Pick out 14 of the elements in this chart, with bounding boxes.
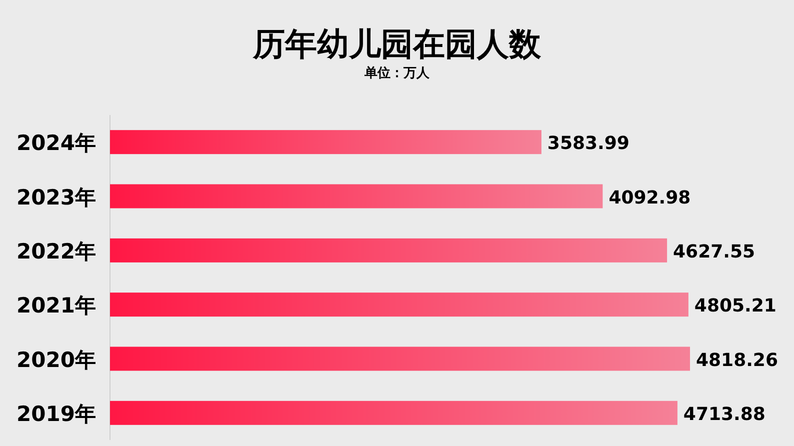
data-label: 4713.88 [683,404,766,425]
y-tick-label: 2023年 [16,185,96,210]
y-tick-label: 2019年 [16,402,96,426]
y-tick-label: 2020年 [16,348,96,372]
y-tick-label: 2022年 [16,239,96,264]
y-tick-label: 2024年 [16,131,96,156]
data-label: 4092.98 [608,187,691,208]
data-label: 4805.21 [694,296,776,317]
data-label: 4818.26 [696,350,778,371]
chart-title: 历年幼儿园在园人数 [252,25,542,63]
chart-subtitle: 单位：万人 [364,65,430,81]
y-tick-label: 2021年 [16,294,96,318]
data-label: 3583.99 [547,133,630,154]
data-label: 4627.55 [673,241,756,262]
